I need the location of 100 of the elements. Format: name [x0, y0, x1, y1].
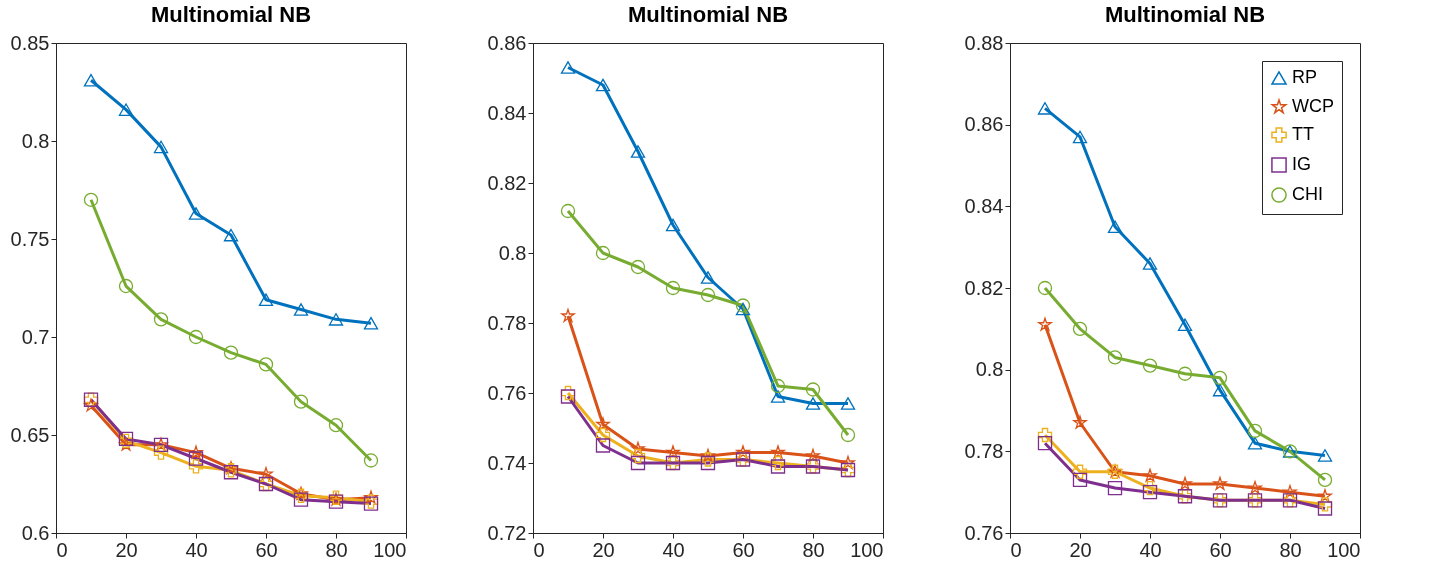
- x-tick-label: 100: [1327, 538, 1361, 561]
- point: [841, 455, 855, 469]
- y-tick-label: 0.7: [21, 325, 50, 348]
- point: [328, 313, 344, 326]
- y-tick-label: 0.88: [964, 31, 1004, 54]
- point: [666, 445, 680, 459]
- point: [1142, 485, 1158, 500]
- point: [1247, 436, 1263, 450]
- legend-label: TT: [1292, 124, 1314, 144]
- x-tick-label: 100: [373, 538, 407, 561]
- y-tick-label: 0.84: [487, 101, 527, 124]
- point: [770, 390, 786, 403]
- point: [1213, 476, 1227, 490]
- point: [1072, 321, 1088, 336]
- x-tick-label: 0: [56, 538, 68, 561]
- point: [770, 378, 786, 394]
- point: [258, 357, 274, 372]
- point: [1037, 280, 1053, 296]
- y-tick-label: 0.76: [964, 521, 1004, 544]
- point: [1283, 485, 1297, 499]
- y-tick-label: 0.8: [498, 241, 527, 264]
- point: [1143, 468, 1157, 482]
- point: [188, 451, 204, 466]
- point: [1177, 366, 1193, 381]
- x-tick-label: 20: [1069, 538, 1092, 561]
- chart-title: Multinomial NB: [1104, 2, 1266, 27]
- point: [1072, 472, 1088, 488]
- point: [1107, 350, 1123, 365]
- point: [665, 280, 681, 296]
- point: [1142, 358, 1158, 373]
- y-tick-label: 0.82: [487, 171, 527, 194]
- point: [293, 303, 309, 316]
- point: [1037, 427, 1053, 443]
- point: [1037, 436, 1053, 451]
- point: [1073, 415, 1087, 429]
- point: [1072, 130, 1088, 144]
- y-tick-label: 0.65: [10, 423, 50, 446]
- x-tick-label: 0: [1010, 538, 1022, 561]
- legend-label: RP: [1292, 67, 1318, 87]
- point: [223, 228, 239, 242]
- point: [560, 389, 576, 404]
- x-tick-label: 60: [255, 538, 278, 561]
- point: [700, 455, 716, 471]
- point: [630, 259, 646, 275]
- point: [700, 271, 716, 284]
- point: [560, 61, 576, 74]
- point: [188, 207, 204, 220]
- point: [1107, 480, 1123, 496]
- y-tick-label: 0.86: [964, 113, 1004, 136]
- point: [595, 245, 611, 261]
- point: [118, 278, 134, 294]
- y-tick-label: 0.72: [487, 521, 527, 544]
- x-tick-label: 40: [662, 538, 685, 561]
- point: [1317, 501, 1333, 516]
- x-tick-label: 20: [115, 538, 138, 561]
- y-tick-label: 0.75: [10, 227, 50, 250]
- point: [1142, 257, 1158, 270]
- x-tick-label: 80: [802, 538, 825, 561]
- point: [840, 397, 856, 410]
- y-tick-label: 0.78: [964, 439, 1004, 462]
- point: [1248, 480, 1262, 495]
- point: [119, 437, 133, 451]
- y-tick-label: 0.82: [964, 276, 1004, 299]
- point: [83, 192, 99, 207]
- point: [293, 394, 309, 409]
- y-tick-label: 0.74: [487, 451, 527, 474]
- point: [735, 298, 751, 313]
- point: [805, 382, 821, 397]
- point: [293, 492, 309, 507]
- x-tick-label: 0: [533, 538, 545, 561]
- point: [1037, 102, 1053, 115]
- point: [1107, 220, 1123, 234]
- point: [561, 308, 575, 322]
- y-tick-label: 0.86: [487, 31, 527, 54]
- point: [259, 467, 273, 481]
- point: [770, 459, 786, 474]
- point: [118, 103, 134, 116]
- point: [1178, 476, 1192, 490]
- x-tick-label: 60: [1209, 538, 1232, 561]
- legend-label: CHI: [1292, 184, 1323, 204]
- point: [1212, 383, 1228, 397]
- point: [701, 448, 715, 462]
- point: [1038, 317, 1052, 331]
- point: [630, 145, 646, 158]
- point: [84, 398, 98, 412]
- point: [1247, 423, 1263, 439]
- point: [223, 345, 239, 360]
- point: [153, 140, 169, 154]
- point: [363, 316, 379, 330]
- point: [83, 73, 99, 87]
- x-tick-label: 40: [185, 538, 208, 561]
- legend-label: IG: [1292, 154, 1312, 174]
- y-tick-label: 0.78: [487, 311, 527, 334]
- point: [596, 417, 610, 431]
- point: [840, 427, 856, 443]
- point: [560, 203, 576, 219]
- point: [153, 445, 169, 460]
- y-tick-label: 0.85: [10, 31, 50, 54]
- point: [595, 427, 611, 443]
- point: [363, 453, 379, 468]
